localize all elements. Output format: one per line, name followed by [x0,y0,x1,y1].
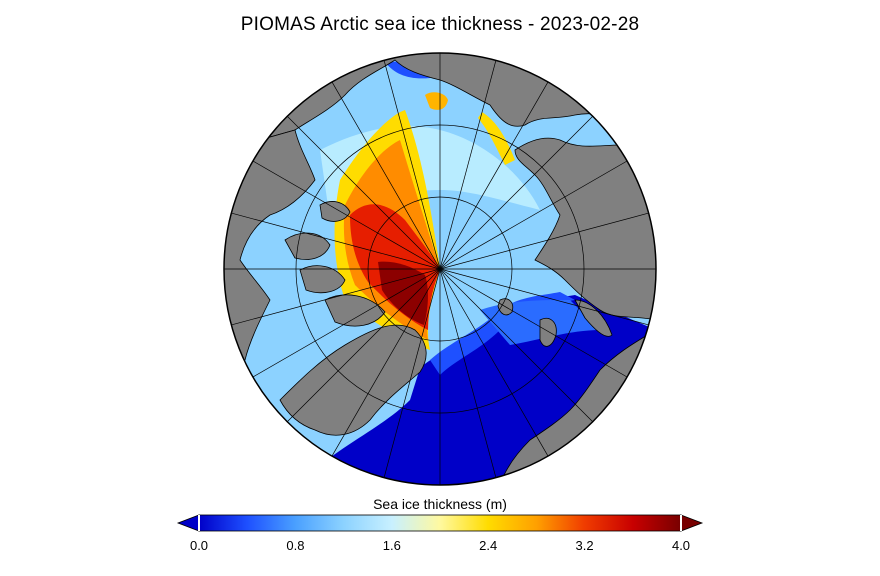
thick-ice-siberian-streak [478,112,515,165]
land-siberia [514,137,656,321]
graticule [224,53,656,485]
colorbar [176,514,704,532]
colorbar-tick-label: 0.8 [286,538,305,553]
meridian-line [439,268,497,478]
meridian-line [383,268,441,478]
meridian-line [231,268,441,326]
thick-ice-chukchi [425,92,448,110]
meridian-line [439,268,628,378]
land-archipelago-3 [319,201,351,222]
meridian-line [383,60,441,270]
meridian-line [252,268,441,378]
colorbar-under-arrow [176,514,200,532]
meridian-line [439,212,649,270]
meridian-line [287,116,441,270]
colorbar-over-arrow [680,514,704,532]
land-archipelago-2 [299,265,346,294]
chart-title: PIOMAS Arctic sea ice thickness - 2023-0… [240,14,640,35]
colorbar-tick-label: 0.0 [189,538,209,553]
land-iceland [299,465,341,485]
meridian-line [231,212,441,270]
map-boundary [223,52,657,486]
meridian-line [439,268,549,457]
colorbar-tick-label: 4.0 [671,538,691,553]
thin-ice-atlantic-edge [430,292,575,375]
colorbar-tick-label: 2.4 [479,538,498,553]
land-svalbard [539,318,557,347]
meridian-line [331,268,441,457]
meridian-line [439,160,628,270]
colorbar-bar [198,514,682,532]
meridian-line [331,81,441,270]
land-canada [224,129,316,377]
colorbar-label: Sea ice thickness (m) [373,496,507,512]
meridian-line [439,116,593,270]
meridian-line [287,268,441,422]
colorbar-tick-label: 3.2 [575,538,594,553]
land-greenland [279,324,427,436]
meridian-line [439,60,497,270]
meridian-line [439,81,549,270]
meridian-line [439,268,593,422]
land-novaya-zemlya [574,299,613,337]
colorbar-tick-label: 1.6 [382,538,401,553]
thickest-ice [378,261,428,325]
meridian-line [439,268,649,326]
meridian-line [252,160,441,270]
